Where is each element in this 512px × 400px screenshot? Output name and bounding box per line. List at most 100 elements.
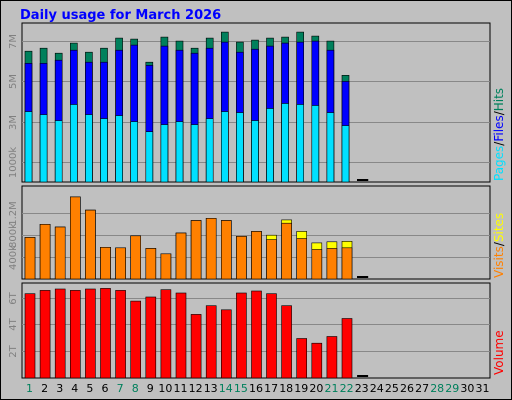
bar-pages-day-14 bbox=[221, 111, 229, 183]
bar-pages-day-11 bbox=[175, 121, 184, 183]
bar-visits-day-10 bbox=[160, 253, 172, 280]
bar-volume-day-9 bbox=[145, 296, 157, 379]
bar-visits-day-23 bbox=[357, 276, 369, 278]
bar-pages-day-2 bbox=[39, 114, 48, 183]
bar-volume-day-11 bbox=[175, 292, 187, 379]
bar-volume-day-16 bbox=[251, 290, 262, 379]
bar-visits-day-1 bbox=[24, 237, 36, 280]
legend-visits: Visits bbox=[492, 246, 506, 278]
x-tick-label: 29 bbox=[445, 382, 459, 395]
legend-separator: / bbox=[492, 241, 506, 246]
x-tick-label: 25 bbox=[385, 382, 399, 395]
x-tick-label: 1 bbox=[26, 382, 33, 395]
bar-visits-day-9 bbox=[145, 248, 157, 280]
bar-volume-day-6 bbox=[100, 288, 111, 379]
bar-volume-day-22 bbox=[341, 318, 353, 379]
y-tick-label: 1.2M bbox=[8, 201, 19, 226]
bar-volume-day-15 bbox=[236, 292, 247, 379]
x-tick-label: 23 bbox=[355, 382, 369, 395]
bar-pages-day-23 bbox=[357, 179, 369, 181]
bar-visits-day-14 bbox=[221, 220, 232, 280]
x-tick-label: 26 bbox=[400, 382, 414, 395]
bar-volume-day-3 bbox=[54, 288, 66, 379]
bar-pages-day-6 bbox=[100, 118, 108, 183]
bar-visits-day-16 bbox=[251, 231, 262, 280]
x-tick-label: 10 bbox=[158, 382, 172, 395]
bar-pages-day-13 bbox=[205, 118, 214, 183]
x-tick-label: 9 bbox=[147, 382, 154, 395]
hits-legend: Pages/Files/Hits bbox=[492, 88, 506, 181]
bar-visits-day-2 bbox=[39, 224, 51, 280]
y-tick-label: 7M bbox=[8, 34, 19, 49]
bar-volume-day-21 bbox=[326, 336, 338, 379]
x-tick-label: 30 bbox=[460, 382, 474, 395]
bar-volume-day-14 bbox=[221, 309, 232, 379]
x-tick-label: 4 bbox=[71, 382, 78, 395]
bar-pages-day-8 bbox=[130, 121, 138, 183]
y-tick-label: 2T bbox=[8, 344, 19, 357]
y-tick-label: 400k bbox=[8, 245, 19, 270]
legend-separator: / bbox=[492, 141, 506, 146]
x-tick-label: 15 bbox=[234, 382, 248, 395]
bar-pages-day-10 bbox=[160, 124, 169, 183]
x-tick-label: 14 bbox=[219, 382, 233, 395]
x-tick-label: 17 bbox=[264, 382, 278, 395]
bar-volume-day-12 bbox=[190, 314, 202, 379]
bar-pages-day-9 bbox=[145, 131, 154, 183]
bar-pages-day-21 bbox=[326, 112, 335, 183]
chart-title: Daily usage for March 2026 bbox=[20, 8, 221, 23]
bar-pages-day-4 bbox=[70, 104, 78, 183]
x-tick-label: 6 bbox=[102, 382, 109, 395]
bar-pages-day-15 bbox=[236, 112, 244, 183]
x-tick-label: 19 bbox=[294, 382, 308, 395]
day-axis: 1 2 3 4 5 6 7 8 9 10 11 12 13 14 15 16 17 18 19 20 21 22 23 24 2… bbox=[26, 382, 490, 395]
bar-visits-day-3 bbox=[54, 226, 66, 280]
y-tick-label: 1000k bbox=[8, 147, 19, 178]
bar-pages-day-3 bbox=[54, 120, 63, 183]
legend-hits: Hits bbox=[492, 88, 506, 111]
hits-panel: 1000k 3M 5M 7M bbox=[8, 22, 491, 183]
x-tick-label: 13 bbox=[204, 382, 218, 395]
x-tick-label: 2 bbox=[41, 382, 48, 395]
bar-visits-day-6 bbox=[100, 247, 111, 280]
legend-volume: Volume bbox=[492, 330, 506, 375]
bar-volume-day-19 bbox=[296, 338, 308, 379]
bar-visits-day-7 bbox=[115, 247, 126, 280]
y-tick-label: 4T bbox=[8, 317, 19, 330]
legend-separator: / bbox=[492, 110, 506, 115]
bar-pages-day-12 bbox=[190, 124, 199, 183]
bar-pages-day-20 bbox=[311, 105, 320, 183]
bar-volume-day-18 bbox=[281, 305, 292, 379]
bar-visits-day-22 bbox=[341, 247, 353, 280]
bar-volume-day-23 bbox=[357, 375, 369, 377]
bar-visits-day-20 bbox=[311, 249, 323, 280]
bar-visits-day-12 bbox=[190, 220, 202, 280]
bar-volume-day-1 bbox=[24, 293, 36, 379]
bar-visits-day-18 bbox=[281, 222, 292, 280]
y-tick-label: 6T bbox=[8, 291, 19, 304]
bar-visits-day-8 bbox=[130, 235, 141, 280]
x-tick-label: 12 bbox=[189, 382, 203, 395]
bar-pages-day-16 bbox=[251, 120, 259, 183]
bar-visits-day-13 bbox=[205, 218, 217, 280]
bar-pages-day-7 bbox=[115, 115, 123, 183]
x-tick-label: 11 bbox=[174, 382, 188, 395]
bar-pages-day-5 bbox=[85, 114, 93, 183]
x-tick-label: 16 bbox=[249, 382, 263, 395]
bar-visits-day-5 bbox=[85, 209, 96, 280]
bar-volume-day-8 bbox=[130, 300, 141, 379]
bar-volume-day-7 bbox=[115, 290, 126, 379]
bar-volume-day-20 bbox=[311, 342, 323, 379]
bar-pages-day-17 bbox=[266, 108, 274, 183]
bar-visits-day-21 bbox=[326, 248, 338, 280]
legend-pages: Pages bbox=[492, 146, 506, 181]
bar-visits-day-4 bbox=[70, 196, 81, 280]
volume-panel: 2T 4T 6T bbox=[8, 282, 491, 379]
bar-volume-day-10 bbox=[160, 289, 172, 379]
x-tick-label: 20 bbox=[309, 382, 323, 395]
bar-pages-day-18 bbox=[281, 103, 289, 183]
bar-volume-day-4 bbox=[70, 290, 81, 379]
bar-visits-day-11 bbox=[175, 232, 187, 280]
bar-visits-day-17 bbox=[266, 239, 277, 280]
